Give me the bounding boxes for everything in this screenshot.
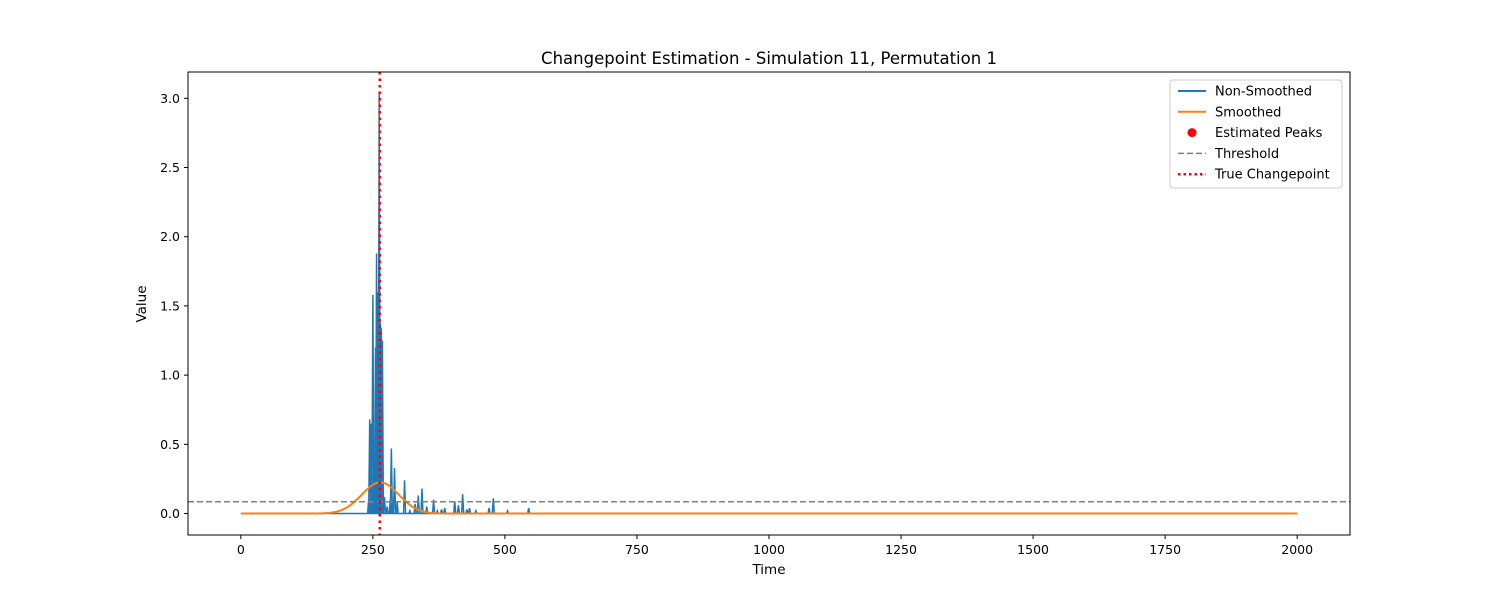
x-tick-label-0: 0 (237, 542, 245, 557)
y-tick-label-6: 3.0 (160, 91, 180, 106)
legend: Non-Smoothed Smoothed Estimated Peaks Thres… (1169, 79, 1343, 189)
non-smoothed-spike-17 (395, 502, 399, 514)
legend-label-0: Non-Smoothed (1215, 85, 1312, 100)
non-smoothed-spike-31 (465, 509, 469, 514)
non-smoothed-spike-34 (487, 507, 491, 514)
non-smoothed-spike-27 (442, 507, 447, 514)
x-tick-label-6: 1500 (1017, 542, 1049, 557)
non-smoothed-spike-12 (382, 496, 387, 514)
x-tick-label-2: 500 (493, 542, 517, 557)
non-smoothed-spike-20 (413, 503, 417, 514)
x-tick-label-3: 750 (625, 542, 649, 557)
legend-label-3: Threshold (1214, 147, 1279, 162)
non-smoothed-spike-11 (380, 340, 385, 514)
x-tick-label-1: 250 (361, 542, 385, 557)
non-smoothed-spike-28 (452, 501, 457, 514)
y-tick-label-2: 1.0 (160, 368, 180, 383)
non-smoothed-spike-37 (526, 507, 531, 514)
non-smoothed-spike-15 (389, 448, 394, 514)
axes: 0 250 500 750 1000 1250 1500 1750 2000 0.0 0.5 1.0 1… (160, 71, 1351, 557)
non-smoothed-spike-32 (467, 507, 472, 514)
x-tick-label-7: 1750 (1149, 542, 1181, 557)
x-tick-label-4: 1000 (753, 542, 785, 557)
non-smoothed-spike-19 (408, 508, 412, 514)
non-smoothed-spike-3 (371, 294, 375, 514)
y-tick-label-0: 0.0 (160, 506, 180, 521)
non-smoothed-spike-29 (456, 505, 461, 514)
legend-label-4: True Changepoint (1214, 168, 1330, 183)
y-tick-label-4: 2.0 (160, 229, 180, 244)
non-smoothed-spike-13 (385, 506, 389, 514)
non-smoothed-spike-24 (431, 499, 436, 514)
plot-area (188, 72, 1350, 535)
legend-box (1169, 79, 1343, 189)
chart-title: Changepoint Estimation - Simulation 11, … (541, 49, 997, 68)
y-tick-label-1: 0.5 (160, 437, 180, 452)
non-smoothed-spike-35 (491, 498, 496, 514)
legend-label-2: Estimated Peaks (1215, 126, 1323, 141)
non-smoothed-spike-18 (402, 480, 407, 514)
y-tick-label-5: 2.5 (160, 160, 180, 175)
y-tick-label-3: 1.5 (160, 298, 180, 313)
non-smoothed-spike-26 (439, 509, 444, 514)
non-smoothed-spike-21 (416, 495, 421, 514)
x-tick-label-5: 1250 (885, 542, 917, 557)
x-axis-label: Time (751, 562, 785, 578)
non-smoothed-spike-22 (420, 488, 424, 514)
x-tick-label-8: 2000 (1281, 542, 1313, 557)
smoothed-line (240, 481, 1298, 515)
non-smoothed-spike-16 (392, 467, 397, 514)
legend-marker-2 (1187, 128, 1197, 138)
legend-label-1: Smoothed (1215, 105, 1281, 120)
plot-content (188, 72, 1350, 535)
non-smoothed-spike-30 (460, 494, 465, 514)
y-axis-label: Value (134, 285, 150, 322)
